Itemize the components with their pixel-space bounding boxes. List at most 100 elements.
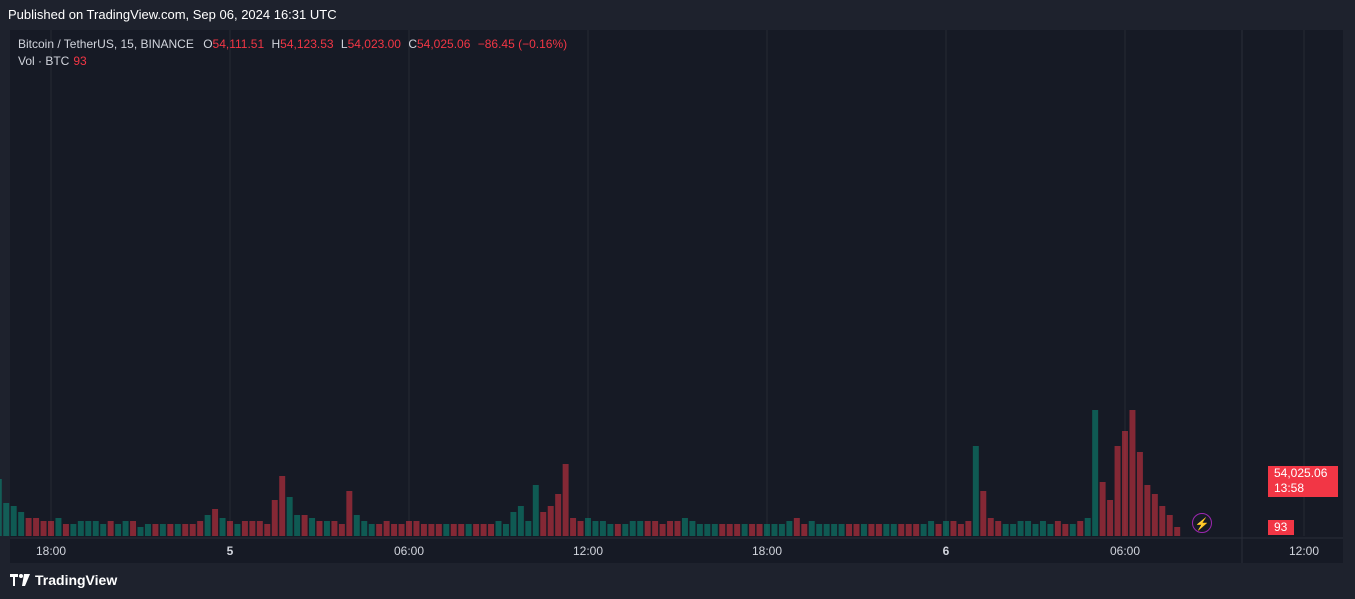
volume-bar <box>495 521 502 536</box>
volume-bar <box>420 524 427 536</box>
volume-bar <box>227 521 233 536</box>
volume-bar <box>428 524 435 536</box>
volume-bar <box>868 524 875 536</box>
volume-bar <box>256 521 263 536</box>
volume-bar <box>555 494 562 536</box>
volume-bar <box>0 479 2 536</box>
volume-bar <box>301 515 308 536</box>
volume-bar <box>383 521 390 536</box>
volume-bar <box>286 497 293 536</box>
volume-bar <box>137 527 144 536</box>
volume-bar <box>122 521 129 536</box>
chart-legend: Bitcoin / TetherUS, 15, BINANCE O54,111.… <box>18 36 567 70</box>
time-tick-label: 12:00 <box>1289 544 1319 558</box>
volume-bar <box>323 521 330 536</box>
volume-bar <box>264 524 271 536</box>
volume-bar <box>212 509 219 536</box>
volume-bar <box>875 524 882 536</box>
volume-bar <box>659 524 666 536</box>
footer-brand[interactable]: TradingView <box>10 572 117 588</box>
volume-bar <box>764 524 770 536</box>
volume-bar <box>130 521 137 536</box>
volume-bar <box>674 521 681 536</box>
volume-bar <box>40 521 47 536</box>
volume-bar <box>174 524 181 536</box>
volume-bar <box>1122 431 1128 536</box>
high-value: 54,123.53 <box>280 37 334 51</box>
volume-bar <box>107 521 114 536</box>
volume-bar <box>1002 524 1009 536</box>
volume-bar <box>197 521 204 536</box>
volume-bar <box>1166 515 1173 536</box>
volume-bar <box>577 521 584 536</box>
time-tick-label: 6 <box>943 544 950 558</box>
volume-bar <box>144 524 151 536</box>
volume-bar <box>391 524 398 536</box>
volume-bar <box>368 524 375 536</box>
chart-area[interactable] <box>10 30 1343 563</box>
volume-bar <box>831 524 838 536</box>
volume-bar <box>353 515 360 536</box>
volume-bar <box>115 524 122 536</box>
volume-bar <box>1092 410 1099 536</box>
volume-bar <box>1077 521 1084 536</box>
volume-bar <box>3 503 10 536</box>
volume-bar <box>1054 521 1061 536</box>
volume-bar <box>48 521 54 536</box>
volume-row: Vol · BTC 93 <box>18 53 567 70</box>
volume-bar <box>1136 452 1143 536</box>
volume-bar <box>719 524 726 536</box>
volume-bar <box>883 524 890 536</box>
volume-bar <box>1025 521 1032 536</box>
volume-bar <box>860 524 867 536</box>
volume-bar <box>77 521 84 536</box>
volume-bar <box>25 518 32 536</box>
lightning-icon[interactable]: ⚡ <box>1192 513 1212 533</box>
volume-bar <box>540 512 547 536</box>
volume-bar <box>726 524 733 536</box>
volume-bar <box>480 524 487 536</box>
volume-bar <box>965 521 972 536</box>
volume-bar <box>629 521 636 536</box>
volume-bar <box>152 524 159 536</box>
volume-bar <box>406 521 412 536</box>
volume-bar <box>689 521 696 536</box>
volume-bar <box>667 521 674 536</box>
volume-bar <box>1084 518 1091 536</box>
volume-bar <box>443 524 450 536</box>
volume-bar <box>592 521 599 536</box>
time-tick-label: 06:00 <box>394 544 424 558</box>
high-label: H <box>271 37 281 51</box>
volume-bar <box>92 521 99 536</box>
volume-bar <box>793 518 800 536</box>
volume-bar <box>1099 482 1106 536</box>
volume-bar <box>488 524 495 536</box>
volume-bar <box>167 524 174 536</box>
volume-bar <box>316 521 323 536</box>
volume-bar <box>853 524 860 536</box>
volume-bar <box>980 491 987 536</box>
volume-bar <box>309 518 316 536</box>
ohlc-row: Bitcoin / TetherUS, 15, BINANCE O54,111.… <box>18 36 567 53</box>
close-label: C <box>408 37 417 51</box>
volume-bar <box>1010 524 1017 536</box>
volume-bar <box>786 521 793 536</box>
volume-bar <box>711 524 718 536</box>
volume-bar <box>1047 524 1054 536</box>
volume-bar <box>1159 506 1166 536</box>
volume-bar <box>159 524 166 536</box>
volume-bar <box>294 515 301 536</box>
volume-bar <box>473 524 480 536</box>
volume-bar <box>85 521 92 536</box>
volume-bar <box>756 524 763 536</box>
volume-bar <box>1114 446 1121 536</box>
volume-bar <box>361 521 368 536</box>
volume-bar <box>219 518 226 536</box>
volume-bar <box>189 524 196 536</box>
volume-bar <box>1032 524 1039 536</box>
volume-bar <box>734 524 741 536</box>
volume-bar <box>1062 524 1069 536</box>
volume-bar <box>808 521 815 536</box>
volume-bar <box>458 524 465 536</box>
